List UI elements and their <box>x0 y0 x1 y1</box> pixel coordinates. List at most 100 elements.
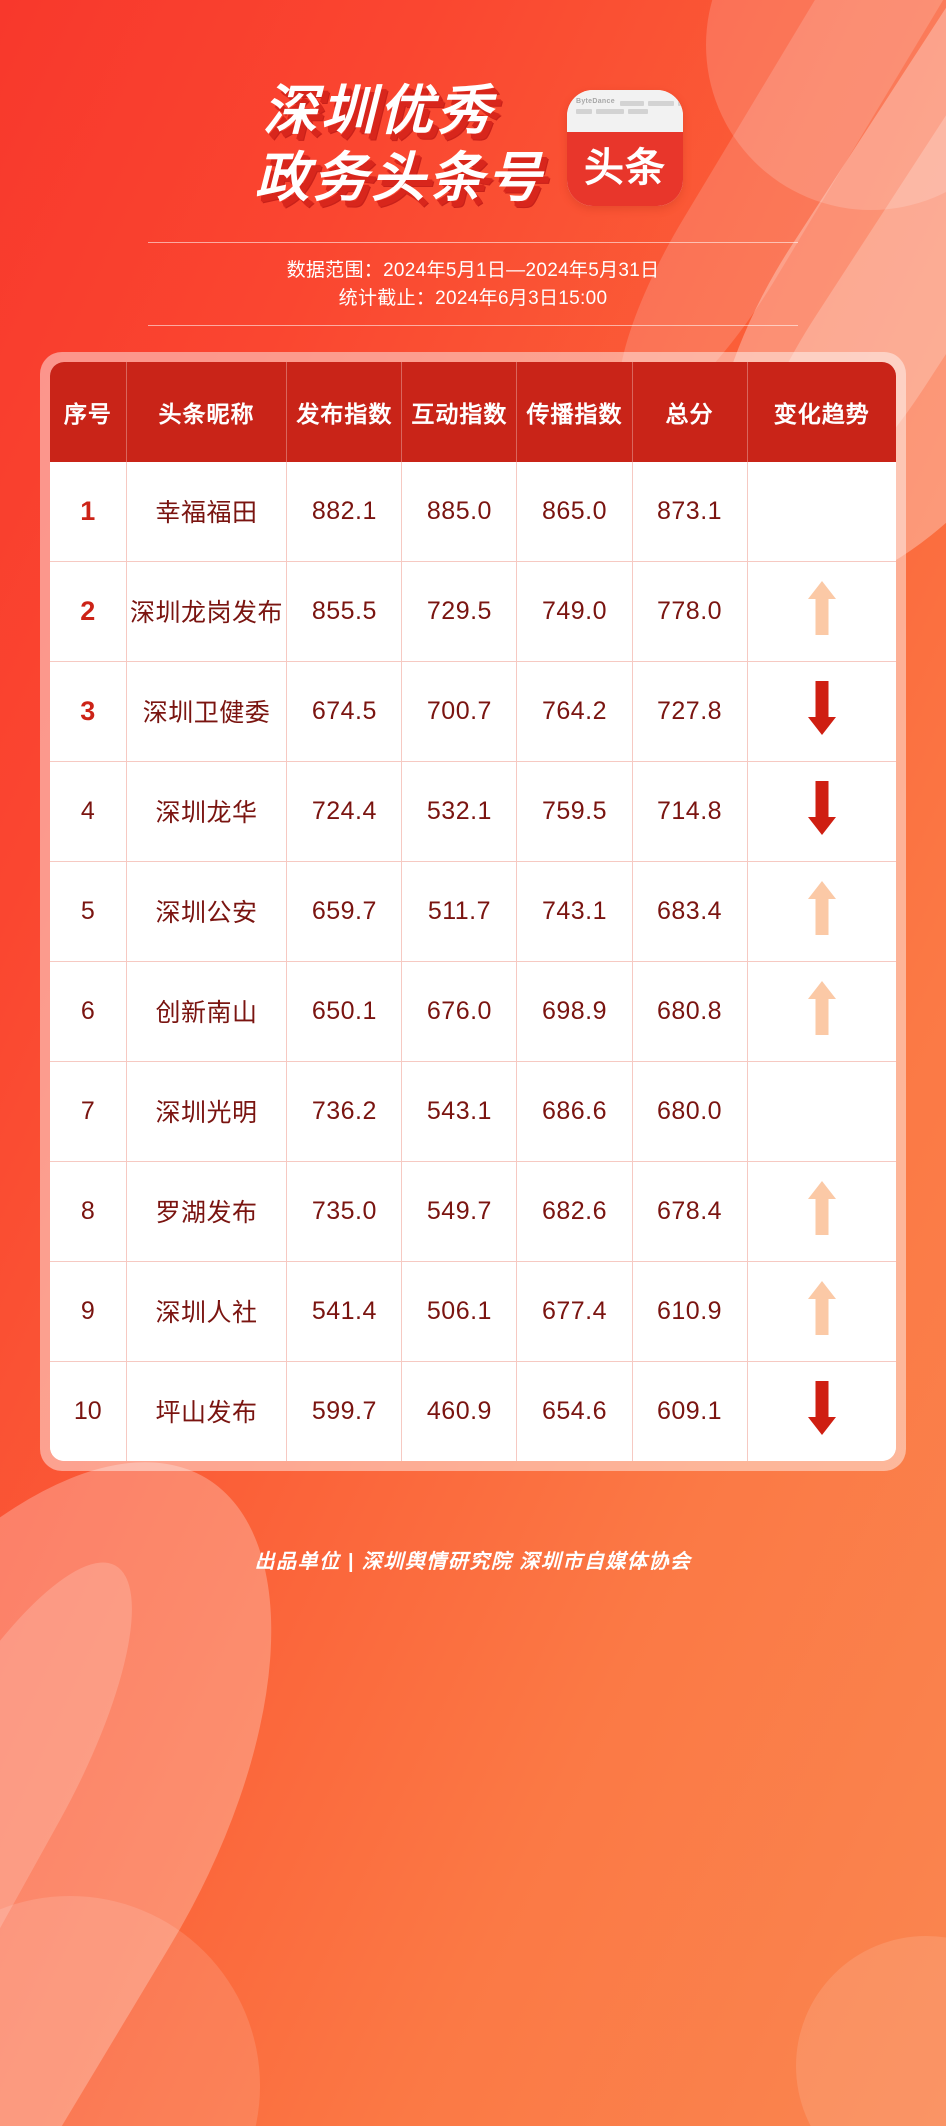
table-row: 9 深圳人社 541.4 506.1 677.4 610.9 <box>50 1261 896 1362</box>
trend-down-icon <box>807 780 837 836</box>
cell-trend <box>747 1061 896 1162</box>
cell-publish-index: 599.7 <box>286 1361 403 1461</box>
column-header-name: 头条昵称 <box>126 361 288 462</box>
cell-rank: 7 <box>50 1061 127 1162</box>
toutiao-logo-red-panel: 头条 <box>567 131 683 206</box>
toutiao-logo-lines-row-1 <box>619 100 683 106</box>
cell-total-score: 683.4 <box>632 861 748 962</box>
cell-publish-index: 650.1 <box>286 961 403 1062</box>
ranking-card-outer: 序号 头条昵称 发布指数 互动指数 传播指数 总分 变化趋势 1 幸福福田 882.… <box>40 351 906 1471</box>
cell-total-score: 778.0 <box>632 561 748 662</box>
cell-rank: 5 <box>50 861 127 962</box>
table-row: 1 幸福福田 882.1 885.0 865.0 873.1 <box>50 461 896 562</box>
title-block: 深圳优秀 政务头条号 <box>255 78 545 212</box>
column-header-interaction: 互动指数 <box>401 361 518 462</box>
table-row: 2 深圳龙岗发布 855.5 729.5 749.0 778.0 <box>50 561 896 662</box>
cell-rank: 3 <box>50 661 127 762</box>
meta-section: 数据范围：2024年5月1日—2024年5月31日 统计截止：2024年6月3日… <box>148 241 798 326</box>
table-row: 10 坪山发布 599.7 460.9 654.6 609.1 <box>50 1361 896 1461</box>
trend-up-icon <box>807 580 837 636</box>
cell-account-name: 罗湖发布 <box>126 1161 288 1262</box>
column-header-spread: 传播指数 <box>516 361 633 462</box>
ribbon-decoration-bottom-left-1 <box>0 1369 387 2126</box>
table-row: 7 深圳光明 736.2 543.1 686.6 680.0 <box>50 1061 896 1162</box>
toutiao-logo-icon: ByteDance 头条 <box>567 89 683 206</box>
toutiao-logo-brand-label: ByteDance <box>576 97 615 105</box>
table-header-row: 序号 头条昵称 发布指数 互动指数 传播指数 总分 变化趋势 <box>50 361 896 462</box>
cell-trend <box>747 561 896 662</box>
table-row: 8 罗湖发布 735.0 549.7 682.6 678.4 <box>50 1161 896 1262</box>
cell-total-score: 680.0 <box>632 1061 748 1162</box>
cell-rank: 6 <box>50 961 127 1062</box>
toutiao-logo-paper: ByteDance <box>567 89 683 132</box>
table-row: 6 创新南山 650.1 676.0 698.9 680.8 <box>50 961 896 1062</box>
cell-interaction-index: 676.0 <box>401 961 518 1062</box>
meta-lines: 数据范围：2024年5月1日—2024年5月31日 统计截止：2024年6月3日… <box>148 243 798 325</box>
cell-spread-index: 677.4 <box>516 1261 633 1362</box>
cell-total-score: 727.8 <box>632 661 748 762</box>
cell-publish-index: 735.0 <box>286 1161 403 1262</box>
trend-down-icon <box>807 680 837 736</box>
cell-interaction-index: 460.9 <box>401 1361 518 1461</box>
cell-trend <box>747 1161 896 1262</box>
column-header-publish: 发布指数 <box>286 361 403 462</box>
cell-rank: 10 <box>50 1361 127 1461</box>
poster-title-line-2: 政务头条号 <box>255 147 545 208</box>
cell-account-name: 深圳龙华 <box>126 761 288 862</box>
cell-publish-index: 855.5 <box>286 561 403 662</box>
cell-trend <box>747 961 896 1062</box>
cell-spread-index: 682.6 <box>516 1161 633 1262</box>
cell-rank: 9 <box>50 1261 127 1362</box>
cell-interaction-index: 543.1 <box>401 1061 518 1162</box>
circle-decoration-bottom-left <box>0 1896 260 2126</box>
cell-spread-index: 698.9 <box>516 961 633 1062</box>
data-range-text: 数据范围：2024年5月1日—2024年5月31日 <box>286 259 660 281</box>
cell-trend <box>747 661 896 762</box>
cell-publish-index: 736.2 <box>286 1061 403 1162</box>
cell-interaction-index: 532.1 <box>401 761 518 862</box>
cell-rank: 4 <box>50 761 127 862</box>
trend-up-icon <box>807 980 837 1036</box>
cell-trend <box>747 761 896 862</box>
cell-publish-index: 674.5 <box>286 661 403 762</box>
cell-publish-index: 882.1 <box>286 461 403 562</box>
column-header-rank: 序号 <box>50 361 127 462</box>
cell-spread-index: 654.6 <box>516 1361 633 1461</box>
trend-up-icon <box>807 1180 837 1236</box>
cell-interaction-index: 506.1 <box>401 1261 518 1362</box>
cell-account-name: 深圳光明 <box>126 1061 288 1162</box>
divider-bottom <box>148 324 798 326</box>
cell-trend <box>747 461 896 562</box>
table-row: 4 深圳龙华 724.4 532.1 759.5 714.8 <box>50 761 896 862</box>
cell-interaction-index: 729.5 <box>401 561 518 662</box>
ranking-table-body: 1 幸福福田 882.1 885.0 865.0 873.1 2 深圳龙岗发布 855.5 729… <box>50 461 896 1461</box>
cell-trend <box>747 1361 896 1461</box>
cell-publish-index: 659.7 <box>286 861 403 962</box>
cell-total-score: 609.1 <box>632 1361 748 1461</box>
stat-cutoff-text: 统计截止：2024年6月3日15:00 <box>338 287 608 309</box>
cell-total-score: 678.4 <box>632 1161 748 1262</box>
ribbon-decoration-bottom-left-2 <box>0 1529 181 2126</box>
toutiao-logo-brand-row: ByteDance <box>576 97 683 106</box>
trend-up-icon <box>807 880 837 936</box>
cell-total-score: 873.1 <box>632 461 748 562</box>
footer-credit-text: 出品单位 | 深圳舆情研究院 深圳市自媒体协会 <box>254 1550 692 1573</box>
cell-spread-index: 686.6 <box>516 1061 633 1162</box>
circle-decoration-bottom-right <box>796 1936 946 2126</box>
cell-publish-index: 724.4 <box>286 761 403 862</box>
poster-footer: 出品单位 | 深圳舆情研究院 深圳市自媒体协会 <box>0 1545 946 1574</box>
cell-total-score: 680.8 <box>632 961 748 1062</box>
toutiao-logo-word: 头条 <box>584 145 666 190</box>
cell-publish-index: 541.4 <box>286 1261 403 1362</box>
cell-interaction-index: 885.0 <box>401 461 518 562</box>
ranking-table-head: 序号 头条昵称 发布指数 互动指数 传播指数 总分 变化趋势 <box>50 361 896 462</box>
ranking-card: 序号 头条昵称 发布指数 互动指数 传播指数 总分 变化趋势 1 幸福福田 882.… <box>50 361 896 1461</box>
toutiao-logo-lines-row-2 <box>576 108 674 114</box>
column-header-trend: 变化趋势 <box>747 361 896 462</box>
cell-account-name: 创新南山 <box>126 961 288 1062</box>
cell-interaction-index: 511.7 <box>401 861 518 962</box>
cell-rank: 2 <box>50 561 127 662</box>
cell-total-score: 610.9 <box>632 1261 748 1362</box>
cell-trend <box>747 861 896 962</box>
cell-interaction-index: 700.7 <box>401 661 518 762</box>
